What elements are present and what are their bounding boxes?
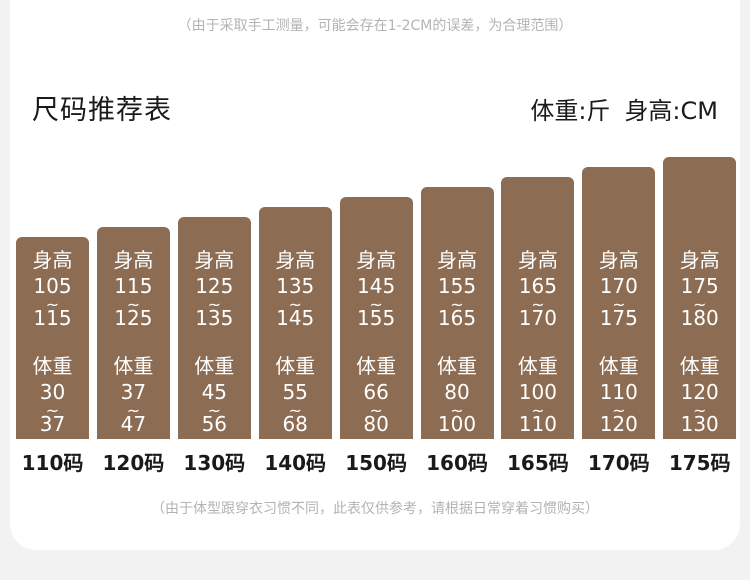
page-title: 尺码推荐表 [32, 95, 172, 126]
weight-tilde: ~ [450, 401, 464, 420]
weight-min: 110 [599, 380, 638, 404]
weight-max: 80 [363, 412, 389, 436]
height-label: 身高 [194, 248, 235, 272]
weight-tilde: ~ [612, 401, 626, 420]
height-min: 175 [680, 274, 719, 298]
weight-min: 120 [680, 380, 719, 404]
weight-max: 100 [437, 412, 477, 436]
weight-tilde: ~ [45, 401, 60, 420]
weight-min: 80 [444, 380, 470, 404]
height-label: 身高 [275, 248, 316, 272]
weight-label: 体重 [356, 354, 397, 378]
weight-max: 120 [599, 412, 638, 436]
height-min: 170 [599, 274, 638, 298]
weight-max: 56 [201, 412, 228, 436]
height-tilde: ~ [450, 295, 464, 314]
height-label: 身高 [517, 248, 558, 272]
height-max: 145 [276, 306, 315, 330]
height-tilde: ~ [207, 295, 221, 314]
height-min: 135 [276, 274, 315, 298]
height-max: 155 [357, 306, 396, 330]
height-max: 165 [437, 306, 477, 330]
height-label: 身高 [437, 248, 477, 272]
height-unit-label: 身高:CM [624, 97, 718, 125]
reference-note: （由于体型跟穿衣习惯不同，此表仅供参考，请根据日常穿着习惯购买） [151, 501, 599, 517]
units-legend: 体重:斤 身高:CM [530, 91, 718, 126]
weight-tilde: ~ [207, 401, 221, 420]
size-bar-6: 身高 155 ~165 体重 80 ~100 [420, 187, 494, 439]
size-bar-1: 身高 105 ~115 体重 30 ~37 [16, 237, 89, 439]
weight-min: 30 [39, 380, 66, 404]
weight-min: 66 [363, 380, 389, 404]
height-min: 125 [195, 274, 234, 298]
height-min: 115 [114, 274, 153, 298]
height-tilde: ~ [531, 295, 545, 314]
weight-label: 体重 [275, 354, 316, 378]
weight-tilde: ~ [531, 401, 545, 420]
weight-label: 体重 [598, 354, 639, 378]
size-code-label: 170码 [587, 451, 650, 475]
weight-min: 100 [518, 380, 557, 404]
size-bar-2: 身高 115 ~125 体重 37 ~47 [96, 227, 170, 439]
height-max: 125 [114, 306, 153, 330]
height-max: 175 [599, 306, 638, 330]
weight-max: 68 [282, 412, 308, 436]
size-code-label: 175码 [668, 451, 731, 475]
size-bar-4: 身高 135 ~145 体重 55 ~68 [258, 207, 332, 439]
weight-min: 45 [201, 380, 228, 404]
height-min: 145 [357, 274, 396, 298]
height-min: 165 [518, 274, 557, 298]
height-label: 身高 [32, 248, 73, 272]
size-code-label: 130码 [183, 451, 246, 475]
size-code-label: 140码 [264, 451, 327, 475]
height-tilde: ~ [126, 295, 141, 314]
height-label: 身高 [113, 248, 154, 272]
size-bar-3: 身高 125 ~135 体重 45 ~56 [177, 217, 251, 439]
size-bar-8: 身高 170 ~175 体重 110 ~120 [582, 167, 656, 439]
weight-label: 体重 [679, 354, 720, 378]
size-code-label: 120码 [102, 451, 165, 475]
weight-max: 130 [680, 412, 719, 436]
weight-max: 110 [518, 412, 557, 436]
size-code-label: 110码 [21, 451, 84, 475]
size-code-label: 165码 [507, 451, 569, 475]
height-min: 105 [33, 274, 72, 298]
height-tilde: ~ [45, 295, 60, 314]
size-bar-7: 身高 165 ~170 体重 100 ~110 [501, 177, 575, 439]
weight-label: 体重 [113, 354, 154, 378]
weight-tilde: ~ [126, 401, 141, 420]
measurement-note: （由于采取手工测量，可能会存在1-2CM的误差，为合理范围） [177, 18, 573, 34]
height-tilde: ~ [369, 295, 383, 314]
size-bar-9: 身高 175 ~180 体重 120 ~130 [663, 157, 737, 439]
weight-label: 体重 [437, 354, 477, 378]
weight-min: 55 [282, 380, 308, 404]
weight-label: 体重 [517, 354, 558, 378]
size-code-label: 150码 [345, 451, 407, 475]
height-tilde: ~ [612, 295, 626, 314]
height-max: 135 [195, 306, 234, 330]
weight-max: 47 [120, 412, 147, 436]
weight-tilde: ~ [288, 401, 302, 420]
height-label: 身高 [598, 248, 639, 272]
weight-unit-label: 体重:斤 [530, 97, 611, 125]
height-label: 身高 [679, 248, 720, 272]
height-min: 155 [437, 274, 477, 298]
size-bar-5: 身高 145 ~155 体重 66 ~80 [339, 197, 413, 439]
weight-max: 37 [39, 412, 66, 436]
height-tilde: ~ [288, 295, 302, 314]
size-code-label: 160码 [426, 451, 488, 475]
height-max: 180 [680, 306, 719, 330]
weight-label: 体重 [32, 354, 73, 378]
height-max: 115 [33, 306, 72, 330]
height-label: 身高 [356, 248, 397, 272]
height-max: 170 [518, 306, 557, 330]
height-tilde: ~ [692, 295, 707, 314]
weight-tilde: ~ [692, 401, 707, 420]
weight-min: 37 [120, 380, 147, 404]
weight-tilde: ~ [369, 401, 383, 420]
weight-label: 体重 [194, 354, 235, 378]
